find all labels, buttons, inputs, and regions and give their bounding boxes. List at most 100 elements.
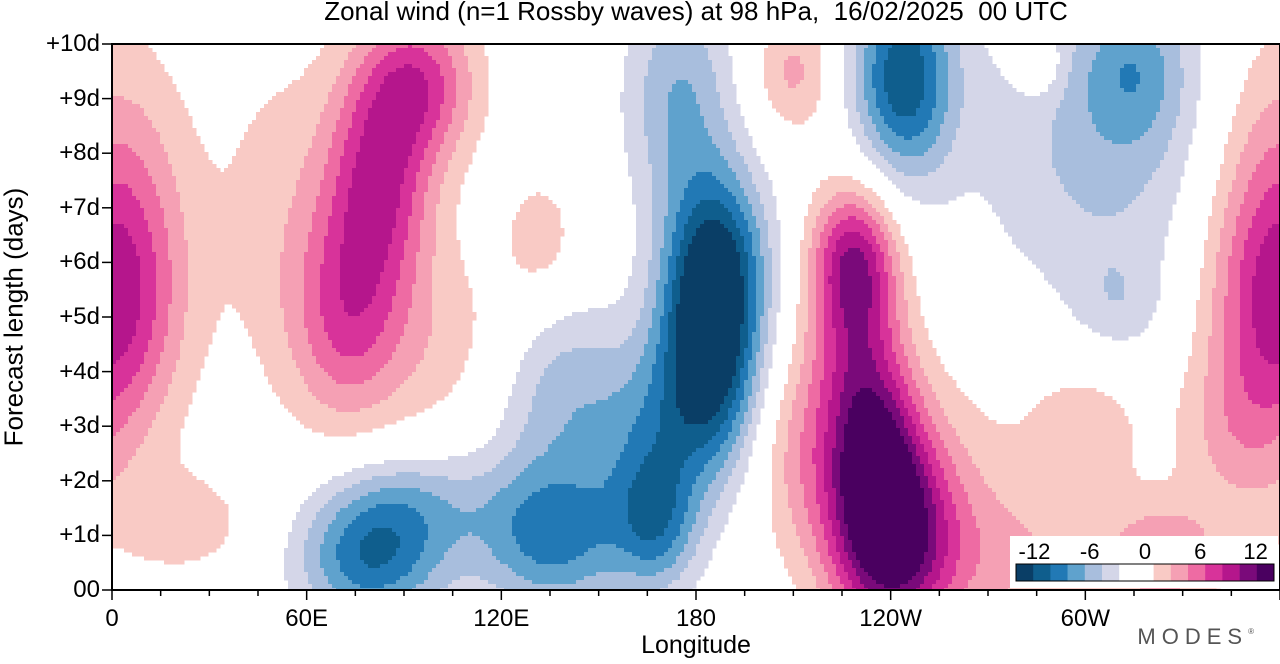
heatmap-cell [148,76,153,81]
heatmap-cell [176,96,181,101]
heatmap-cell [268,116,273,121]
heatmap-cell [460,56,465,61]
heatmap-cell [920,112,925,117]
heatmap-cell [312,128,317,133]
heatmap-cell [288,128,293,133]
heatmap-cell [284,116,289,121]
heatmap-cell [448,56,453,61]
heatmap-cell [284,112,289,117]
heatmap-cell [708,72,713,77]
heatmap-cell [1108,100,1113,105]
heatmap-cell [484,68,489,73]
heatmap-cell [1104,108,1109,113]
heatmap-cell [288,140,293,145]
heatmap-cell [680,60,685,65]
heatmap-cell [768,80,773,85]
heatmap-cell [860,48,865,53]
heatmap-cell [356,52,361,57]
heatmap-cell [1028,136,1033,141]
heatmap-cell [684,132,689,137]
heatmap-cell [680,100,685,105]
heatmap-cell [1184,100,1189,105]
heatmap-cell [896,112,901,117]
heatmap-cell [176,100,181,105]
heatmap-cell [416,80,421,85]
heatmap-cell [1168,64,1173,69]
heatmap-cell [296,144,301,149]
heatmap-cell [640,144,645,149]
heatmap-cell [660,124,665,129]
heatmap-cell [416,144,421,149]
heatmap-cell [668,48,673,53]
heatmap-cell [1004,140,1009,145]
heatmap-cell [1060,84,1065,89]
heatmap-cell [1040,108,1045,113]
heatmap-cell [1180,108,1185,113]
heatmap-cell [928,108,933,113]
heatmap-cell [876,112,881,117]
heatmap-cell [784,48,789,53]
heatmap-cell [1008,116,1013,121]
heatmap-cell [1084,48,1089,53]
heatmap-cell [728,76,733,81]
heatmap-cell [644,80,649,85]
heatmap-cell [1024,108,1029,113]
heatmap-cell [1124,96,1129,101]
heatmap-cell [464,84,469,89]
heatmap-cell [660,120,665,125]
heatmap-cell [184,140,189,145]
heatmap-cell [1108,124,1113,129]
heatmap-cell [1136,136,1141,141]
heatmap-cell [1148,60,1153,65]
heatmap-cell [892,76,897,81]
heatmap-cell [848,112,853,117]
heatmap-cell [1164,92,1169,97]
heatmap-cell [312,68,317,73]
heatmap-cell [632,124,637,129]
heatmap-cell [772,80,777,85]
heatmap-cell [160,64,165,69]
heatmap-cell [1136,92,1141,97]
heatmap-cell [632,144,637,149]
heatmap-cell [1252,60,1257,65]
heatmap-cell [956,80,961,85]
heatmap-cell [360,76,365,81]
heatmap-cell [648,128,653,133]
heatmap-cell [1192,104,1197,109]
heatmap-cell [1104,56,1109,61]
heatmap-cell [468,100,473,105]
heatmap-cell [652,48,657,53]
heatmap-cell [680,48,685,53]
heatmap-cell [852,88,857,93]
heatmap-cell [412,88,417,93]
heatmap-cell [376,108,381,113]
heatmap-cell [380,68,385,73]
heatmap-cell [912,108,917,113]
heatmap-cell [300,120,305,125]
heatmap-cell [1248,132,1253,137]
heatmap-cell [1148,76,1153,81]
heatmap-cell [472,72,477,77]
heatmap-cell [420,100,425,105]
heatmap-cell [932,84,937,89]
heatmap-cell [704,120,709,125]
heatmap-cell [916,52,921,57]
heatmap-cell [732,100,737,105]
heatmap-cell [1232,140,1237,145]
heatmap-cell [888,52,893,57]
heatmap-cell [864,116,869,121]
heatmap-cell [152,88,157,93]
heatmap-cell [324,100,329,105]
heatmap-cell [1180,80,1185,85]
heatmap-cell [376,52,381,57]
heatmap-cell [172,116,177,121]
heatmap-cell [944,56,949,61]
heatmap-cell [708,128,713,133]
heatmap-cell [296,136,301,141]
heatmap-cell [912,76,917,81]
heatmap-cell [464,64,469,69]
heatmap-cell [684,56,689,61]
heatmap-cell [788,72,793,77]
heatmap-cell [736,104,741,109]
heatmap-cell [720,100,725,105]
